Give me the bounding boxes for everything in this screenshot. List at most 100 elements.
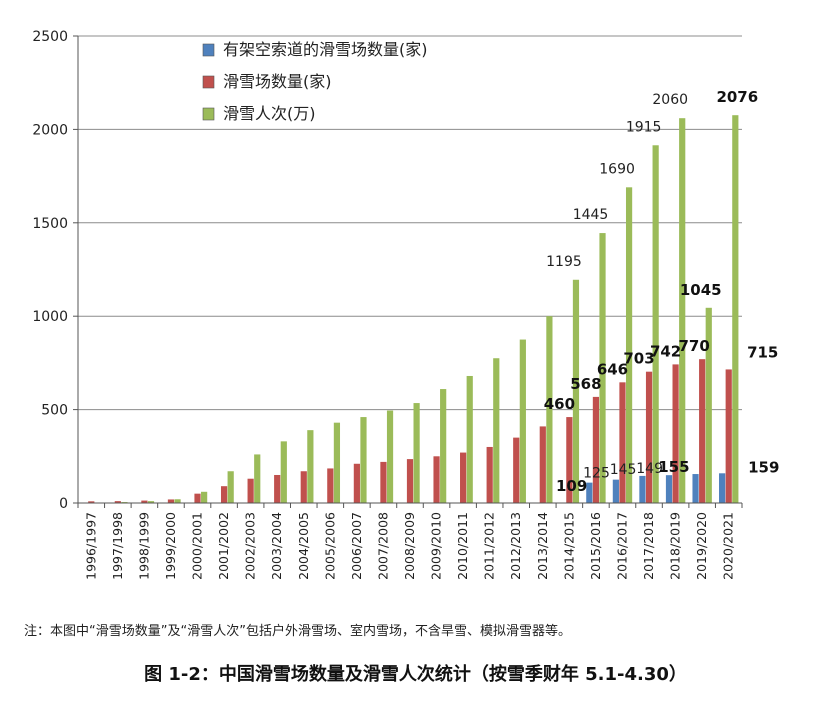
x-tick-label: 2002/2003	[243, 512, 258, 580]
x-tick-label: 2009/2010	[429, 512, 444, 580]
data-label: 155	[658, 458, 689, 476]
bar-2	[460, 452, 467, 503]
bar-2	[592, 396, 600, 503]
x-tick-label: 1996/1997	[83, 512, 98, 580]
data-label: 2060	[652, 92, 688, 108]
data-label: 1915	[626, 119, 662, 135]
data-label: 2076	[716, 88, 758, 106]
x-tick-label: 2003/2004	[269, 512, 284, 580]
bar-2	[194, 493, 201, 503]
x-tick-label: 2005/2006	[322, 512, 337, 580]
bar-3	[599, 233, 606, 503]
bar-3	[227, 471, 234, 503]
x-tick-label: 2013/2014	[535, 512, 550, 580]
legend-entry: 有架空索道的滑雪场数量(家)	[223, 40, 428, 59]
bar-1	[692, 474, 699, 503]
figure-caption: 图 1-2：中国滑雪场数量及滑雪人次统计（按雪季财年 5.1-4.30）	[144, 664, 687, 685]
bar-3	[307, 430, 314, 503]
bar-3	[493, 358, 500, 503]
bar-2	[327, 468, 334, 503]
x-tick-label: 2015/2016	[588, 512, 603, 580]
bar-1	[612, 479, 619, 503]
x-tick-label: 2012/2013	[508, 512, 523, 580]
data-label: 1045	[680, 281, 722, 299]
data-label: 109	[556, 477, 587, 495]
data-label: 703	[623, 350, 654, 368]
bar-2	[672, 364, 679, 503]
x-tick-label: 2007/2008	[375, 512, 390, 580]
x-tick-label: 2004/2005	[296, 512, 311, 580]
legend-swatch	[202, 43, 215, 57]
bar-3	[705, 307, 712, 503]
data-label: 770	[679, 337, 710, 355]
bar-2	[141, 500, 148, 503]
bar-2	[433, 456, 440, 503]
y-tick-label: 1000	[32, 309, 68, 325]
bar-3	[519, 339, 526, 503]
data-label: 1195	[546, 254, 582, 270]
legend: 有架空索道的滑雪场数量(家) 滑雪场数量(家) 滑雪人次(万)	[202, 40, 428, 123]
bar-1	[665, 475, 673, 503]
bar-1	[719, 473, 726, 503]
bar-2	[353, 463, 360, 503]
x-tick-label: 2017/2018	[641, 512, 656, 580]
y-tick-label: 2500	[32, 29, 68, 45]
bar-2	[539, 426, 546, 503]
y-tick-label: 1500	[32, 216, 68, 232]
bar-3	[413, 403, 420, 503]
bar-3	[440, 389, 447, 503]
bar-2	[274, 474, 281, 503]
bars	[88, 115, 739, 504]
legend-entry: 滑雪人次(万)	[223, 104, 316, 123]
data-label: 125	[583, 466, 610, 482]
bar-3	[546, 316, 553, 503]
x-tick-label: 2010/2011	[455, 512, 470, 580]
bar-2	[513, 437, 520, 503]
bar-2	[247, 478, 254, 503]
bar-3	[280, 441, 287, 503]
bar-3	[147, 501, 155, 503]
chart-note: 注：本图中“滑雪场数量”及“滑雪人次”包括户外滑雪场、室内雪场，不含旱雪、模拟滑…	[24, 624, 571, 639]
legend-entry: 滑雪场数量(家)	[223, 72, 332, 91]
data-label: 1445	[573, 207, 609, 223]
x-tick-label: 1997/1998	[110, 512, 125, 580]
bar-2	[566, 417, 573, 503]
x-tick-label: 2011/2012	[482, 512, 497, 580]
x-tick-label: 2006/2007	[349, 512, 364, 580]
y-tick-label: 2000	[32, 122, 68, 138]
bar-3	[466, 375, 473, 503]
data-label: 568	[570, 375, 601, 393]
bar-3	[333, 422, 341, 503]
y-tick-label: 0	[59, 496, 68, 512]
x-tick-label: 2008/2009	[402, 512, 417, 580]
x-tick-label: 2016/2017	[614, 512, 629, 580]
bar-2	[380, 461, 387, 503]
y-tick-label: 500	[41, 403, 68, 419]
data-label: 742	[650, 342, 681, 360]
bar-2	[167, 499, 175, 503]
bar-1	[586, 482, 593, 503]
x-tick-label: 1999/2000	[163, 512, 178, 580]
bar-2	[699, 359, 706, 503]
bar-3	[201, 491, 208, 503]
data-label: 460	[544, 395, 575, 413]
bar-2	[88, 501, 95, 503]
bar-2	[486, 446, 493, 503]
data-label: 149	[636, 461, 663, 477]
x-tick-label: 2020/2021	[721, 512, 736, 580]
x-tick-label: 2000/2001	[190, 512, 205, 580]
legend-swatch	[202, 75, 215, 89]
x-tick-label: 1998/1999	[136, 512, 151, 580]
axes: 0 500 1000 1500 2000 2500 1996/1997 1997/1998 19…	[32, 29, 743, 580]
bar-2	[300, 471, 307, 503]
bar-3	[174, 499, 181, 503]
data-label: 159	[748, 458, 779, 476]
bar-2	[220, 486, 228, 503]
bar-2	[645, 371, 653, 503]
bar-2	[725, 369, 732, 503]
data-label: 145	[610, 462, 637, 478]
bar-3	[572, 279, 580, 503]
data-label: 1690	[599, 161, 635, 177]
